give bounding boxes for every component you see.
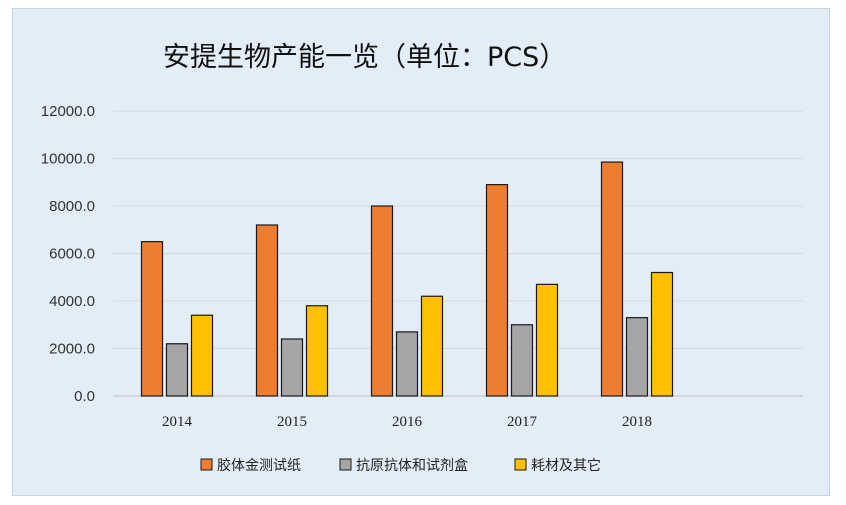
bar-chart: 安提生物产能一览（单位：PCS） 0.0 2000.0 4000.0 6000.0 80… bbox=[41, 42, 803, 474]
x-tick-label: 2018 bbox=[622, 414, 652, 430]
gridlines bbox=[113, 110, 803, 397]
bar bbox=[420, 295, 444, 397]
bar bbox=[370, 205, 394, 397]
x-tick-label: 2015 bbox=[277, 414, 307, 430]
x-tick-label: 2016 bbox=[392, 414, 423, 430]
y-tick-label: 10000.0 bbox=[41, 151, 95, 168]
bar bbox=[305, 305, 329, 397]
y-tick-label: 6000.0 bbox=[49, 246, 95, 263]
bar bbox=[625, 317, 649, 397]
y-axis-ticks: 0.0 2000.0 4000.0 6000.0 8000.0 10000.0 12000.… bbox=[41, 103, 95, 405]
bar bbox=[190, 314, 214, 397]
bar bbox=[510, 324, 534, 397]
legend-swatch bbox=[200, 458, 213, 471]
bar bbox=[535, 283, 559, 397]
chart-frame: 安提生物产能一览（单位：PCS） 0.0 2000.0 4000.0 6000.0 80… bbox=[12, 8, 830, 496]
legend-swatch bbox=[514, 458, 527, 471]
bar bbox=[650, 271, 674, 397]
x-tick-label: 2017 bbox=[507, 414, 538, 430]
y-tick-label: 8000.0 bbox=[49, 198, 95, 215]
legend-label: 抗原抗体和试剂盒 bbox=[356, 457, 468, 474]
bar bbox=[280, 338, 304, 397]
bar bbox=[255, 224, 279, 397]
legend-label: 耗材及其它 bbox=[531, 457, 601, 474]
y-tick-label: 2000.0 bbox=[49, 341, 95, 358]
legend: 胶体金测试纸 抗原抗体和试剂盒 耗材及其它 bbox=[200, 457, 601, 474]
bar bbox=[165, 343, 189, 397]
bar bbox=[485, 184, 509, 397]
x-axis-ticks: 2014 2015 2016 2017 2018 bbox=[162, 414, 652, 430]
legend-label: 胶体金测试纸 bbox=[217, 457, 301, 474]
y-tick-label: 12000.0 bbox=[41, 103, 95, 120]
legend-swatch bbox=[339, 458, 352, 471]
bar bbox=[395, 331, 419, 397]
y-tick-label: 0.0 bbox=[74, 388, 95, 405]
bar bbox=[140, 241, 164, 397]
y-tick-label: 4000.0 bbox=[49, 293, 95, 310]
bars bbox=[140, 161, 674, 397]
bar bbox=[600, 161, 624, 397]
chart-title: 安提生物产能一览（单位：PCS） bbox=[163, 42, 566, 73]
x-tick-label: 2014 bbox=[162, 414, 193, 430]
